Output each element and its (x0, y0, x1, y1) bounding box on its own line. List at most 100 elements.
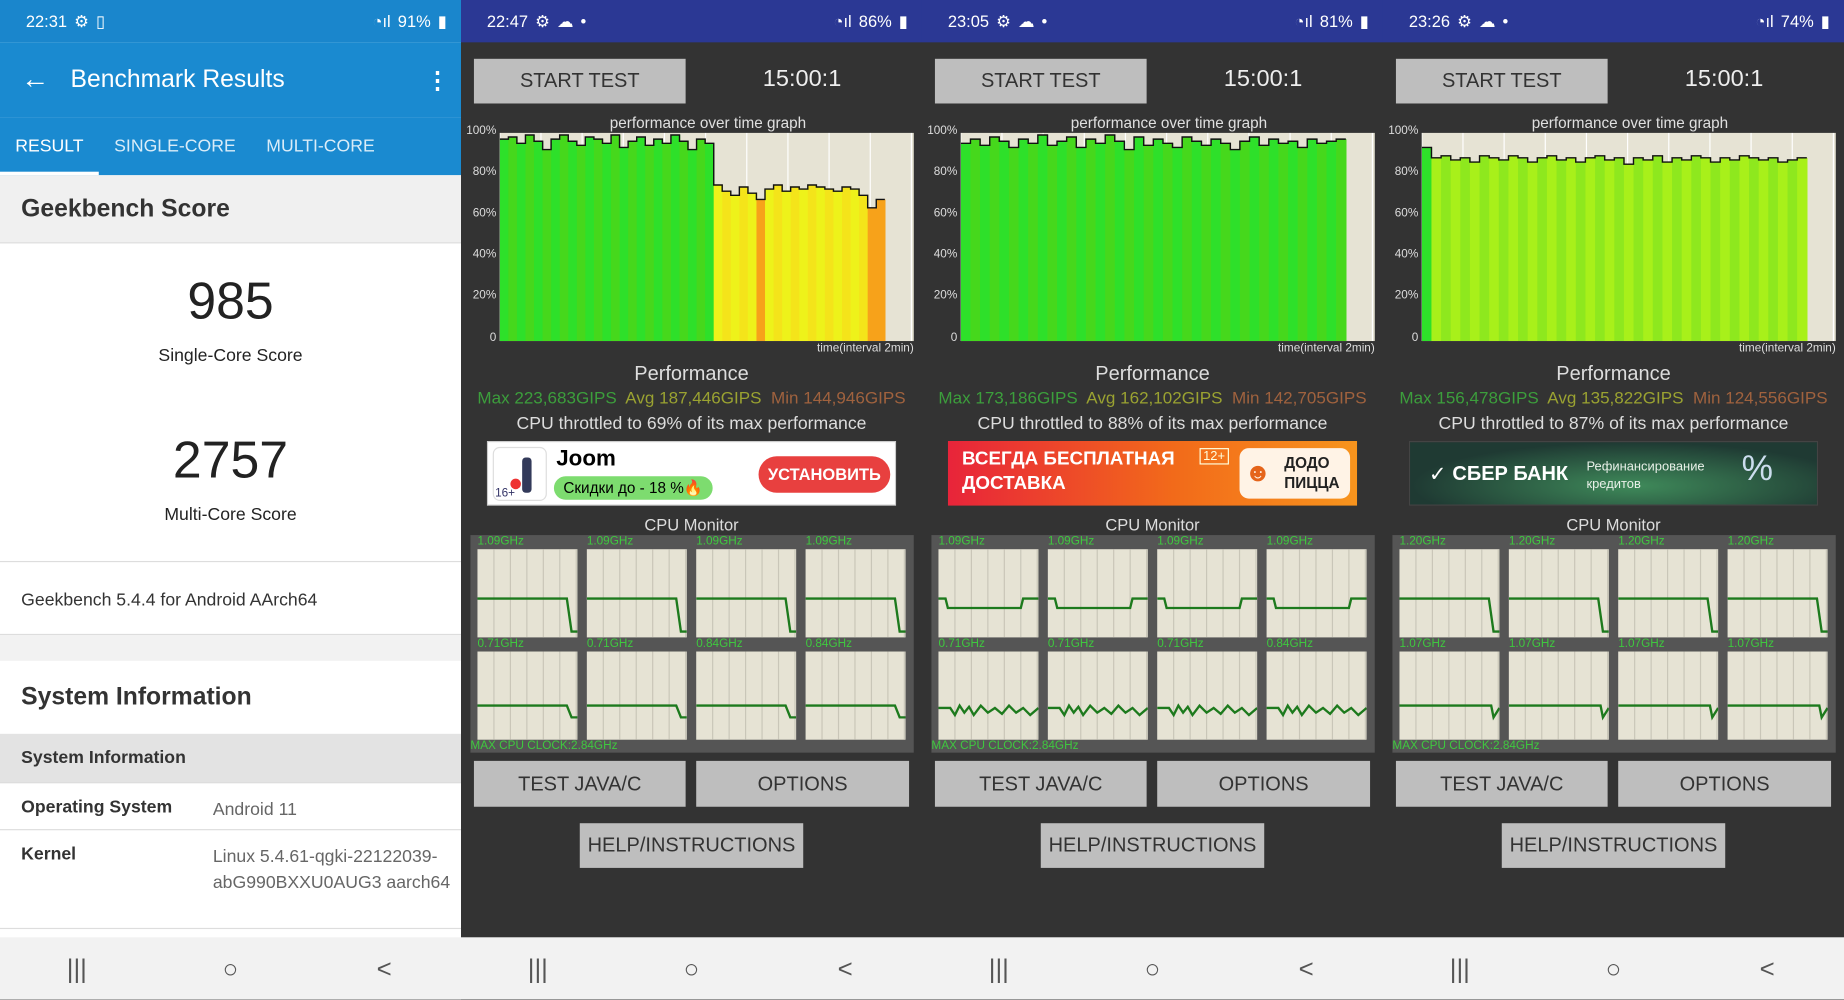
performance-bar (842, 187, 852, 342)
x-axis-label: time(interval 2min) (1278, 342, 1375, 356)
back-icon[interactable]: < (1759, 953, 1775, 983)
performance-bar (1537, 157, 1548, 342)
test-java-c-button[interactable]: TEST JAVA/C (934, 760, 1147, 807)
ad-brand: СБЕР БАНК (1452, 462, 1569, 485)
options-button[interactable]: OPTIONS (1618, 760, 1832, 807)
advertisement-banner[interactable]: 16+ Joom Скидки до - 18 %🔥 УСТАНОВИТЬ (486, 441, 897, 506)
more-options-icon[interactable]: ⋮ (425, 67, 450, 94)
options-button[interactable]: OPTIONS (696, 760, 910, 807)
throttle-summary: CPU throttled to 88% of its max performa… (977, 413, 1328, 434)
start-test-button[interactable]: START TEST (473, 58, 686, 104)
home-icon[interactable]: ○ (683, 953, 700, 983)
performance-bar (876, 199, 886, 342)
tab-result[interactable]: RESULT (0, 118, 99, 176)
multi-core-label: Multi-Core Score (164, 504, 297, 525)
core-frequency: 0.71GHz (1047, 637, 1095, 651)
performance-bar (1095, 143, 1106, 342)
performance-bar (1047, 145, 1058, 342)
performance-bar (824, 189, 835, 342)
core-frequency: 1.07GHz (1727, 637, 1774, 651)
help-instructions-button[interactable]: HELP/INSTRUCTIONS (1040, 823, 1265, 868)
performance-bar (739, 187, 749, 342)
performance-bar (670, 134, 681, 342)
ad-brand: Joom (556, 446, 616, 472)
help-instructions-button[interactable]: HELP/INSTRUCTIONS (1501, 823, 1726, 868)
back-arrow-icon[interactable]: ← (21, 63, 50, 96)
frequency-trace (1266, 703, 1368, 718)
recents-icon[interactable]: ||| (1449, 953, 1470, 983)
core-frequency: 1.09GHz (477, 535, 524, 549)
performance-bar (1076, 147, 1087, 342)
performance-bar (782, 191, 792, 342)
recents-icon[interactable]: ||| (988, 953, 1009, 983)
cpu-throttling-panel: 23:05 ⚙ ☁ • ◔ıl 81% ▮ START TEST 15:00:1 perf… (921, 0, 1383, 1000)
performance-bar (756, 199, 766, 342)
performance-bar (1336, 139, 1347, 342)
home-icon[interactable]: ○ (1144, 953, 1161, 983)
max-cpu-clock: MAX CPU CLOCK:2.84GHz (470, 739, 618, 753)
help-instructions-button[interactable]: HELP/INSTRUCTIONS (579, 823, 804, 868)
performance-bar (1575, 162, 1587, 342)
graph-title: performance over time graph (1070, 114, 1268, 132)
options-button[interactable]: OPTIONS (1157, 760, 1371, 807)
performance-bar (1508, 155, 1519, 342)
performance-bar (999, 141, 1010, 342)
back-icon[interactable]: < (1298, 953, 1314, 983)
performance-stats: Max 223,683GIPS Avg 187,446GIPS Min 144,… (461, 389, 922, 408)
tab-single-core[interactable]: SINGLE-CORE (114, 136, 236, 157)
gear-icon: ⚙ (74, 11, 89, 30)
core-frequency-line (586, 549, 687, 638)
joom-logo: 16+ (492, 446, 547, 501)
recents-icon[interactable]: ||| (66, 953, 87, 983)
cpu-throttling-panel: 22:47 ⚙ ☁ • ◔ıl 86% ▮ START TEST 15:00:1 perf… (460, 0, 922, 1000)
performance-bar (576, 145, 587, 342)
core-graph (805, 651, 906, 740)
status-bar: 23:26 ⚙ ☁ • ◔ıl 74% ▮ (1382, 0, 1844, 43)
age-rating: 16+ (495, 486, 516, 500)
sysinfo-subheader: System Information (21, 747, 186, 768)
tab-multi-core[interactable]: MULTI-CORE (266, 136, 375, 157)
cpu-monitor: 1.09GHz 1.09GHz 1.09GHz 1.09GHz 0.71GHz … (470, 535, 914, 753)
test-java-c-button[interactable]: TEST JAVA/C (1395, 760, 1608, 807)
performance-bar (850, 189, 860, 342)
performance-bar (1143, 145, 1155, 342)
advertisement-banner[interactable]: ВСЕГДА БЕСПЛАТНАЯ ДОСТАВКА 12+ ☻ ДОДО ПИЦЦ… (947, 441, 1358, 506)
home-icon[interactable]: ○ (222, 953, 239, 983)
performance-stats: Max 173,186GIPS Avg 162,102GIPS Min 142,… (922, 389, 1383, 408)
back-icon[interactable]: < (837, 953, 853, 983)
core-graph (1508, 651, 1610, 740)
recents-icon[interactable]: ||| (527, 953, 548, 983)
core-graph (696, 549, 797, 638)
y-tick-label: 60% (472, 206, 497, 220)
geekbench-panel: 22:31 ⚙ ▯ ◔ıl 91% ▮ ← Benchmark Results ⋮ RE… (0, 0, 461, 1000)
performance-bar (1498, 159, 1510, 342)
core-graph (1618, 651, 1720, 740)
performance-bar (1633, 157, 1644, 342)
core-graph (1508, 549, 1609, 638)
core-graph (1047, 651, 1149, 740)
start-test-button[interactable]: START TEST (934, 58, 1147, 104)
performance-bar (1797, 157, 1808, 342)
status-bar: 22:47 ⚙ ☁ • ◔ıl 86% ▮ (460, 0, 922, 43)
performance-bar (1758, 159, 1769, 342)
performance-bar (980, 145, 991, 342)
install-button[interactable]: УСТАНОВИТЬ (758, 456, 891, 493)
core-frequency: 1.20GHz (1399, 535, 1446, 549)
core-graph (1266, 549, 1367, 638)
performance-bar (1672, 157, 1683, 342)
core-graph (1157, 549, 1258, 638)
wifi-signal-icon: ◔ıl (372, 11, 391, 31)
ad-text-2: кредитов (1586, 477, 1641, 492)
test-java-c-button[interactable]: TEST JAVA/C (473, 760, 686, 807)
home-icon[interactable]: ○ (1605, 953, 1622, 983)
back-icon[interactable]: < (376, 953, 392, 983)
core-frequency-line (477, 651, 578, 740)
core-graph (586, 549, 687, 638)
performance-bar (722, 191, 732, 342)
core-frequency-line (1727, 549, 1828, 638)
y-tick-label: 0 (1411, 331, 1419, 345)
performance-bar (1018, 139, 1029, 342)
start-test-button[interactable]: START TEST (1395, 58, 1608, 104)
advertisement-banner[interactable]: ✓ СБЕР БАНК Рефинансирование кредитов % (1408, 441, 1819, 506)
performance-bar (1787, 159, 1798, 342)
